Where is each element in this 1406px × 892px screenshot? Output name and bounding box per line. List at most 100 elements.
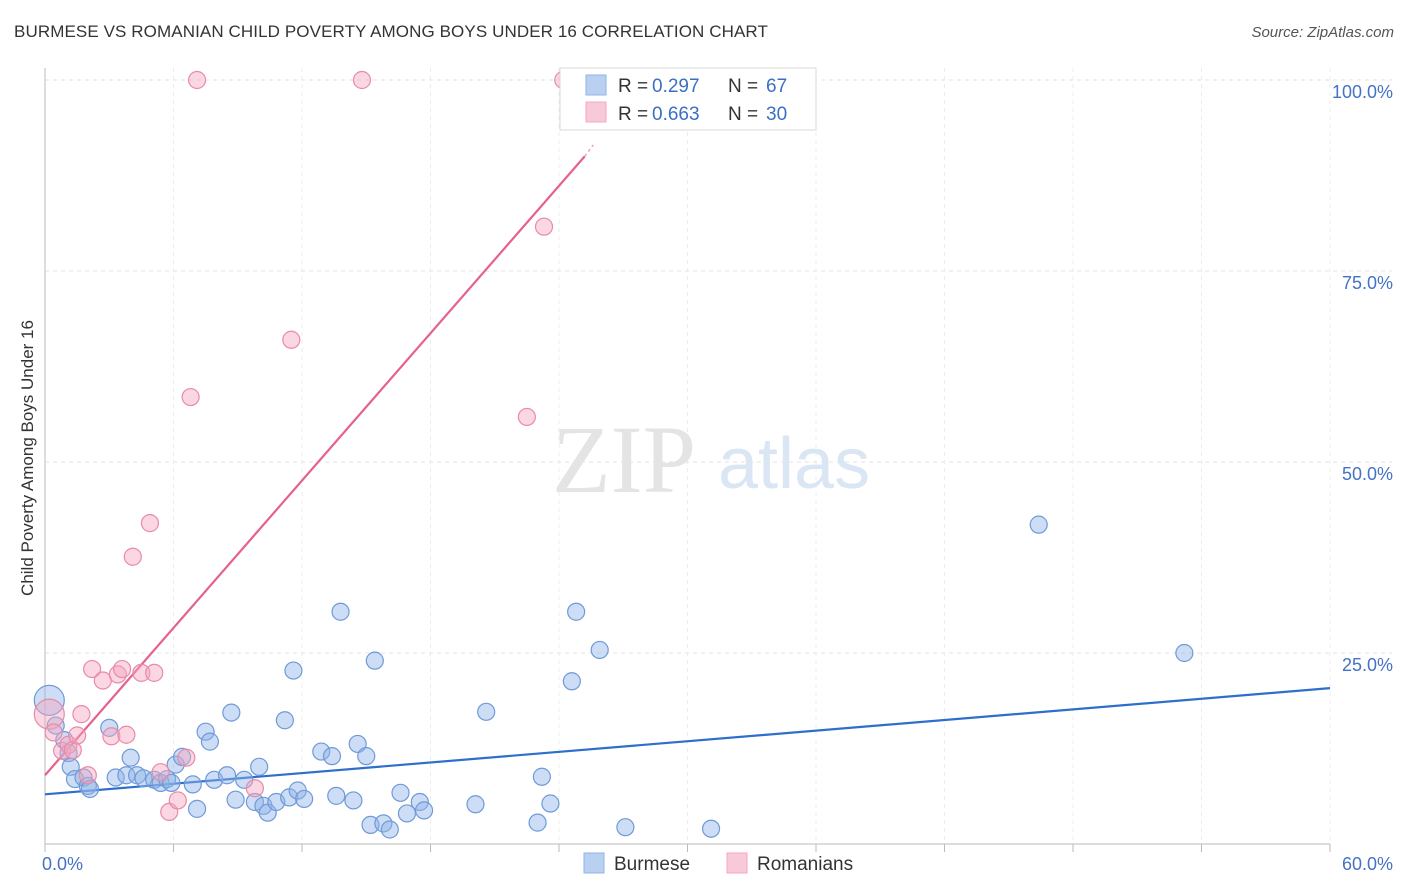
data-point-burmese xyxy=(196,722,215,741)
legend-r-value-burmese: 0.297 xyxy=(652,76,700,97)
trend-line-romanians xyxy=(44,155,586,776)
data-point-burmese xyxy=(117,766,136,785)
legend-n-label-burmese: N = xyxy=(728,76,758,97)
y-axis-label: Child Poverty Among Boys Under 16 xyxy=(18,320,37,596)
legend-box: R = 0.297 N = 67 R = 0.663 N = 30 xyxy=(559,67,817,131)
bottom-legend-swatch-romanians xyxy=(726,852,748,874)
data-point-burmese xyxy=(166,755,185,774)
points-layer xyxy=(33,70,1194,839)
watermark-atlas: atlas xyxy=(718,424,870,504)
data-point-burmese xyxy=(616,818,635,837)
data-point-romanians xyxy=(177,748,196,767)
data-point-romanians xyxy=(151,763,170,782)
data-point-romanians xyxy=(72,705,91,724)
data-point-romanians xyxy=(78,766,97,785)
data-point-romanians xyxy=(102,727,121,746)
trend-layer xyxy=(44,144,1331,796)
data-point-romanians xyxy=(140,514,160,533)
source-label: Source: ZipAtlas.com xyxy=(1251,24,1394,41)
data-point-burmese xyxy=(121,748,140,767)
data-point-burmese xyxy=(590,640,609,660)
data-point-burmese xyxy=(365,651,384,670)
data-point-burmese xyxy=(106,768,125,787)
data-point-romanians xyxy=(33,698,65,730)
data-point-romanians xyxy=(168,791,187,810)
data-point-burmese xyxy=(562,672,581,691)
data-point-romanians xyxy=(132,663,151,682)
data-point-burmese xyxy=(183,775,202,794)
data-point-burmese xyxy=(357,747,376,766)
y-tick-label: 75.0% xyxy=(1342,273,1393,293)
data-point-romanians xyxy=(187,70,207,90)
data-point-burmese xyxy=(217,766,237,785)
legend-n-value-burmese: 67 xyxy=(766,76,787,97)
data-point-burmese xyxy=(33,684,65,716)
legend-n-label-romanians: N = xyxy=(728,104,758,125)
data-point-burmese xyxy=(344,791,363,810)
data-point-romanians xyxy=(112,659,132,679)
data-point-burmese xyxy=(78,776,97,796)
bottom-legend-swatch-burmese xyxy=(583,852,605,874)
y-tick-label: 50.0% xyxy=(1342,464,1393,484)
trend-line-burmese xyxy=(44,687,1331,796)
data-point-burmese xyxy=(80,779,100,799)
data-point-burmese xyxy=(312,742,331,761)
data-point-burmese xyxy=(1029,515,1048,534)
bottom-legend-burmese: Burmese xyxy=(614,854,690,875)
data-point-burmese xyxy=(284,661,303,680)
grid-layer xyxy=(44,68,1392,844)
x-tick-label: 60.0% xyxy=(1342,854,1393,874)
legend-swatch-romanians xyxy=(585,101,607,123)
chart-title: BURMESE VS ROMANIAN CHILD POVERTY AMONG … xyxy=(14,22,768,41)
data-point-burmese xyxy=(327,786,346,805)
legend-swatch-burmese xyxy=(585,74,607,96)
data-point-romanians xyxy=(117,725,136,744)
data-point-burmese xyxy=(162,773,181,792)
bottom-legend-romanians: Romanians xyxy=(757,854,853,875)
watermark-zip: ZIP xyxy=(552,406,696,513)
data-point-burmese xyxy=(275,711,294,730)
data-point-romanians xyxy=(352,70,372,90)
data-point-romanians xyxy=(517,407,536,427)
data-point-romanians xyxy=(83,659,102,679)
y-tick-label: 100.0% xyxy=(1332,82,1393,102)
data-point-burmese xyxy=(222,703,241,722)
data-point-burmese xyxy=(391,783,410,802)
data-point-burmese xyxy=(541,794,560,813)
data-point-romanians xyxy=(245,779,264,798)
data-point-romanians xyxy=(145,663,164,682)
data-point-romanians xyxy=(181,387,200,407)
data-point-romanians xyxy=(63,740,82,760)
data-point-burmese xyxy=(322,747,342,766)
data-point-burmese xyxy=(46,716,65,735)
data-point-burmese xyxy=(397,804,417,823)
data-point-burmese xyxy=(567,602,586,621)
data-point-romanians xyxy=(534,217,554,236)
data-point-burmese xyxy=(532,767,551,786)
data-point-burmese xyxy=(528,813,547,832)
data-point-burmese xyxy=(187,799,207,818)
data-point-burmese xyxy=(295,789,314,809)
bottom-legend: Burmese Romanians xyxy=(583,852,853,875)
y-tick-label: 25.0% xyxy=(1342,655,1393,675)
legend-n-value-romanians: 30 xyxy=(766,104,787,125)
data-point-romanians xyxy=(68,726,87,745)
data-point-burmese xyxy=(226,790,245,809)
data-point-burmese xyxy=(245,792,264,812)
data-point-burmese xyxy=(250,757,269,776)
legend-r-label-romanians: R = xyxy=(618,104,648,125)
data-point-burmese xyxy=(701,819,721,838)
legend-r-value-romanians: 0.663 xyxy=(652,104,700,125)
trend-line-extension-romanians xyxy=(584,144,594,157)
data-point-burmese xyxy=(410,792,429,812)
data-point-romanians xyxy=(282,330,301,349)
data-point-burmese xyxy=(331,602,350,621)
watermark: ZIP atlas xyxy=(552,406,870,513)
data-point-burmese xyxy=(414,801,434,820)
data-point-burmese xyxy=(477,702,496,721)
x-tick-label: 0.0% xyxy=(42,854,83,874)
data-point-romanians xyxy=(44,723,63,742)
data-point-burmese xyxy=(1175,643,1194,663)
data-point-burmese xyxy=(380,820,399,839)
